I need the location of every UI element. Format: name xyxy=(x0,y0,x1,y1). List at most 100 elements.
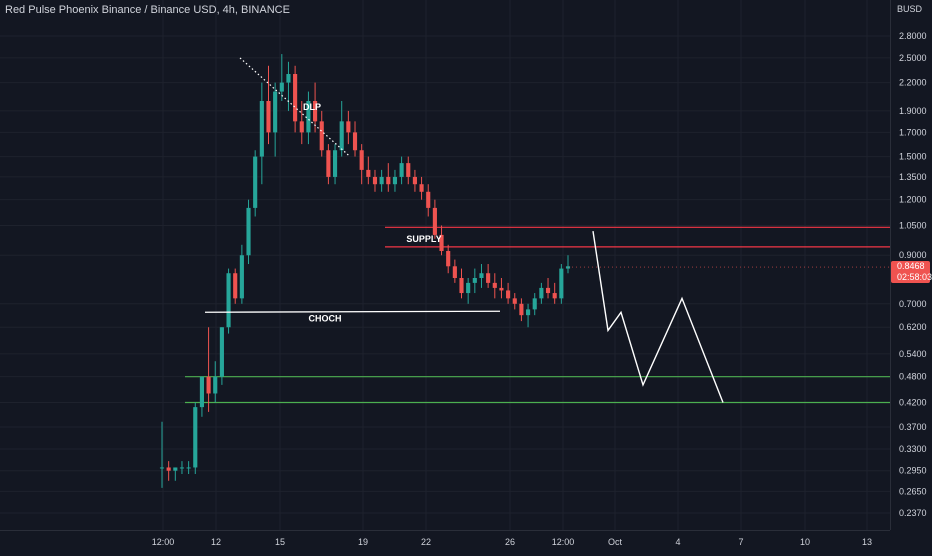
supply-label: SUPPLY xyxy=(406,234,441,244)
choch-line[interactable] xyxy=(204,310,501,313)
candle-body xyxy=(219,327,224,377)
candle-body xyxy=(186,467,191,469)
price-tick-label: 1.5000 xyxy=(899,152,927,162)
candle-body xyxy=(512,298,517,304)
time-tick-label: 19 xyxy=(358,537,368,547)
time-tick-label: 13 xyxy=(862,537,872,547)
price-tick-label: 1.7000 xyxy=(899,127,927,137)
candle-body xyxy=(526,309,531,316)
time-tick-label: 26 xyxy=(505,537,515,547)
candle-body xyxy=(452,266,457,278)
time-tick-label: 4 xyxy=(675,537,680,547)
dlp-line[interactable] xyxy=(239,57,351,158)
candle-body xyxy=(486,273,491,283)
candle-body xyxy=(359,150,364,170)
price-tick-label: 0.2650 xyxy=(899,486,927,496)
candle-body xyxy=(306,100,311,133)
candle-body xyxy=(259,100,264,157)
candle-body xyxy=(479,273,484,278)
candle-body xyxy=(226,273,231,328)
price-tick-label: 0.4800 xyxy=(899,372,927,382)
candle-body xyxy=(519,303,524,316)
candle-body xyxy=(532,298,537,310)
time-tick-label: 10 xyxy=(800,537,810,547)
candle-body xyxy=(352,132,358,151)
price-tick-label: 0.5400 xyxy=(899,349,927,359)
candle-body xyxy=(319,121,324,151)
candle-body xyxy=(399,163,404,177)
candle-body xyxy=(392,176,398,185)
price-tick-label: 0.2950 xyxy=(899,466,927,476)
last-price-value: 0.8468 xyxy=(897,261,925,271)
time-tick-label: 22 xyxy=(421,537,431,547)
candle-body xyxy=(193,407,198,468)
price-tick-label: 0.9000 xyxy=(899,250,927,260)
price-tick-label: 1.9000 xyxy=(899,106,927,116)
candle-body xyxy=(459,277,464,294)
candle-body xyxy=(166,467,171,471)
candle-body xyxy=(246,207,251,256)
candle-body xyxy=(286,73,291,83)
candle-body xyxy=(446,250,451,267)
time-tick-label: 7 xyxy=(738,537,743,547)
candle-body xyxy=(279,82,284,92)
candle-body xyxy=(332,150,338,177)
time-tick-label: 12:00 xyxy=(552,537,575,547)
candle-body xyxy=(213,376,218,394)
candle-body xyxy=(506,290,511,299)
candle-body xyxy=(313,100,318,122)
candle-body xyxy=(199,376,204,408)
price-tick-label: 0.4200 xyxy=(899,397,927,407)
candle-body xyxy=(379,176,384,185)
time-tick-label: Oct xyxy=(608,537,623,547)
candle-body xyxy=(565,266,571,269)
candle-body xyxy=(466,282,471,294)
chart-canvas[interactable]: CHOCH SUPPLY DLP xyxy=(0,0,890,530)
candle-body xyxy=(419,184,424,192)
candle-body xyxy=(179,467,185,469)
currency-label: BUSD xyxy=(897,4,923,14)
candle-body xyxy=(253,156,258,208)
candle-body xyxy=(559,268,564,299)
candle-body xyxy=(406,163,411,177)
time-axis[interactable]: 12:00 12 15 19 22 26 12:00 Oct 4 7 10 13 xyxy=(0,530,890,551)
candle-body xyxy=(346,121,351,133)
candle-body xyxy=(539,287,544,299)
candle-body xyxy=(299,121,304,133)
candle-body xyxy=(426,191,431,208)
price-tick-label: 0.6200 xyxy=(899,322,927,332)
candle-body xyxy=(472,277,477,283)
symbol-title[interactable]: Red Pulse Phoenix Binance / Binance USD,… xyxy=(5,4,290,16)
candle-body xyxy=(432,207,437,235)
last-price-badge: 0.8468 02:58:03 xyxy=(891,261,932,283)
candle-body xyxy=(366,169,371,177)
price-tick-label: 0.7000 xyxy=(899,299,927,309)
dlp-label: DLP xyxy=(303,102,321,112)
candle-body xyxy=(552,293,557,299)
candle-body xyxy=(273,91,278,133)
projection-path[interactable] xyxy=(592,230,724,403)
candle-body xyxy=(372,176,378,185)
price-axis[interactable]: 2.8000 2.5000 2.2000 1.9000 1.7000 1.5000 1.35… xyxy=(890,0,932,530)
candle-body xyxy=(412,176,417,185)
candle-body xyxy=(233,273,238,299)
choch-label: CHOCH xyxy=(309,313,342,323)
candle-body xyxy=(173,467,178,471)
price-tick-label: 1.2000 xyxy=(899,195,927,205)
price-tick-label: 0.2370 xyxy=(899,508,927,518)
price-tick-label: 1.0500 xyxy=(899,220,927,230)
candle-body xyxy=(206,376,211,394)
price-tick-label: 2.5000 xyxy=(899,53,927,63)
candle-body xyxy=(439,234,444,251)
time-tick-label: 12 xyxy=(211,537,221,547)
price-tick-label: 0.3700 xyxy=(899,422,927,432)
candle-body xyxy=(339,121,344,151)
candle-body xyxy=(386,176,391,185)
candle-body xyxy=(499,287,504,291)
candle-body xyxy=(159,467,165,469)
bar-countdown: 02:58:03 xyxy=(897,272,932,282)
price-tick-label: 2.8000 xyxy=(899,31,927,41)
candle-body xyxy=(293,73,298,122)
candle-body xyxy=(239,255,244,299)
